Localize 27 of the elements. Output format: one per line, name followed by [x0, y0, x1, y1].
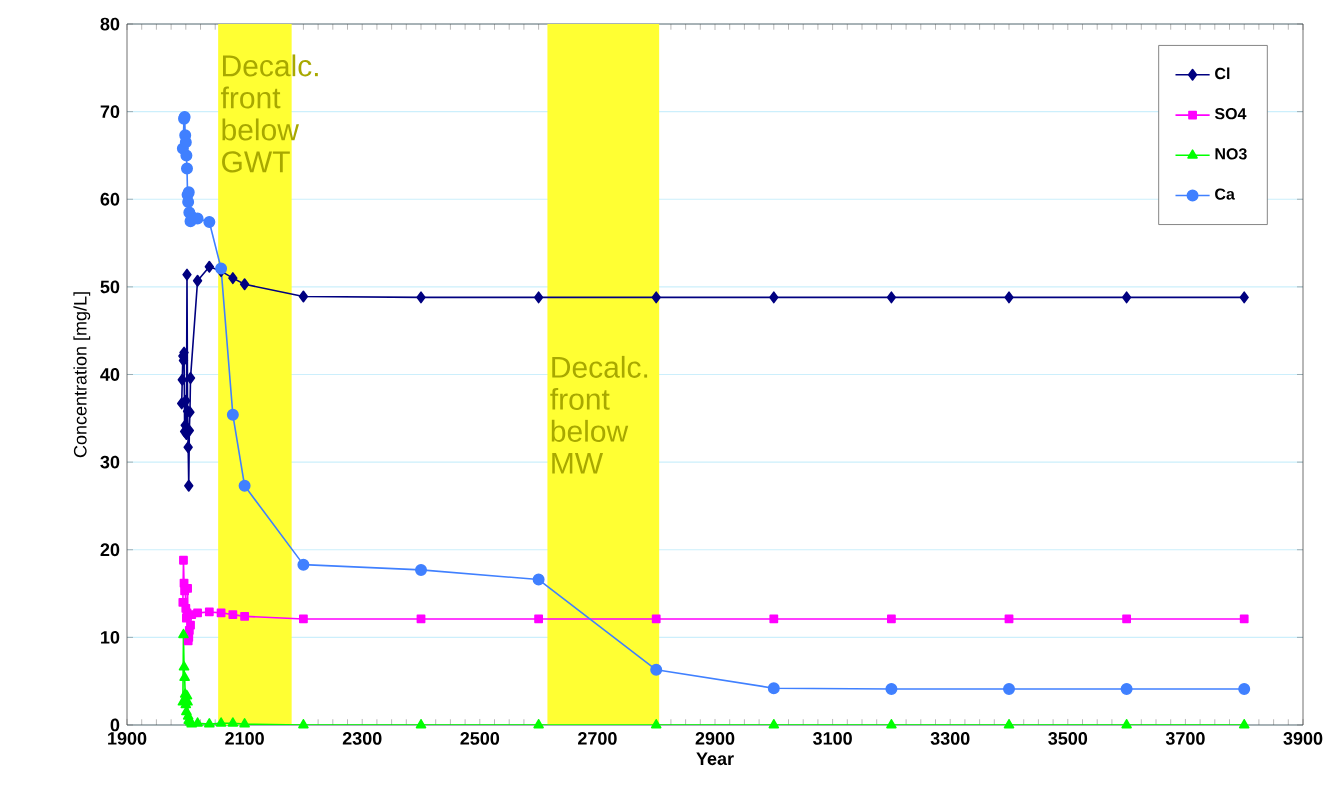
band-label: Decalc. front below MW	[550, 355, 648, 474]
legend-label: NO3	[1215, 148, 1247, 160]
x-tick-label: 2300	[342, 732, 382, 745]
y-tick-label: 80	[100, 17, 120, 31]
y-axis-title: Concentration [mg/L]	[73, 292, 91, 458]
y-tick-label: 20	[100, 543, 120, 557]
x-tick-label: 2700	[578, 732, 617, 745]
x-tick-label: 1900	[108, 732, 147, 745]
x-tick-label: 3100	[812, 732, 852, 745]
y-tick-label: 0	[110, 718, 120, 732]
legend-label: Cl	[1215, 67, 1230, 80]
y-tick-label: 40	[100, 368, 120, 381]
x-tick-label: 3900	[1283, 732, 1323, 745]
y-tick-label: 30	[100, 455, 120, 469]
y-tick-label: 10	[101, 630, 120, 644]
x-tick-label: 3700	[1165, 732, 1205, 745]
legend-label: Ca	[1215, 188, 1235, 200]
y-tick-label: 60	[100, 192, 120, 206]
x-tick-label: 2500	[460, 732, 500, 745]
legend-label: SO4	[1214, 108, 1247, 120]
x-tick-label: 2100	[225, 732, 264, 745]
x-tick-label: 2900	[695, 732, 735, 745]
x-tick-label: 3500	[1048, 732, 1088, 745]
x-tick-label: 3300	[930, 732, 970, 745]
y-tick-label: 70	[100, 105, 120, 119]
y-tick-label: 50	[100, 280, 120, 294]
x-axis-title: Year	[696, 752, 734, 766]
